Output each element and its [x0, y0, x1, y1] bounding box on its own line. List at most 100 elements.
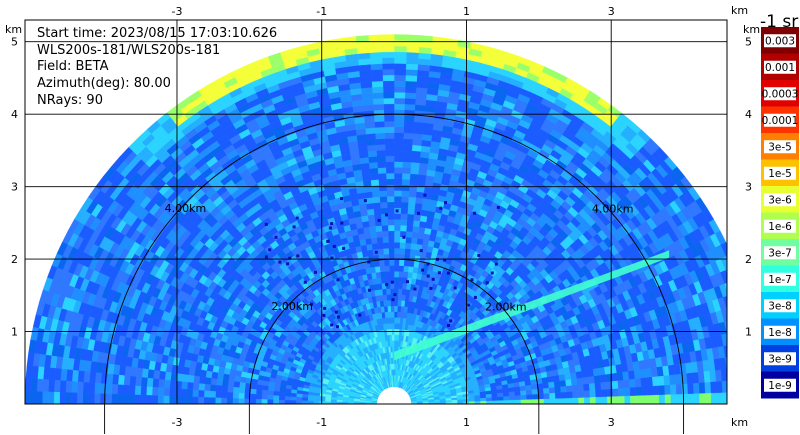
data-cell: [367, 150, 378, 158]
data-cell: [393, 224, 401, 232]
data-cell: [398, 271, 404, 278]
data-cell: [385, 178, 395, 185]
data-cell: [400, 300, 406, 307]
data-cell: [88, 371, 97, 384]
data-cell: [393, 334, 397, 341]
data-cell: [324, 398, 332, 403]
data-cell: [509, 399, 516, 404]
data-cell: [383, 259, 390, 267]
data-cell: [393, 270, 399, 278]
data-cell: [532, 398, 539, 404]
data-cell: [382, 242, 389, 249]
data-cell: [393, 143, 404, 151]
data-cell: [370, 179, 380, 187]
data-cell: [390, 311, 395, 318]
data-cell: [393, 218, 401, 226]
data-cell: [399, 224, 407, 232]
data-cell: [413, 214, 421, 222]
data-cell: [197, 396, 205, 404]
data-cell: [372, 103, 385, 111]
data-cell: [203, 397, 210, 404]
data-cell: [186, 382, 194, 391]
data-cell: [383, 120, 395, 128]
data-cell: [382, 236, 389, 243]
data-cell: [233, 375, 241, 383]
data-cell: [379, 201, 388, 209]
data-cell: [369, 173, 379, 181]
data-cell: [393, 91, 406, 99]
data-cell: [526, 398, 533, 404]
data-cell: [393, 305, 398, 312]
data-cell: [396, 322, 400, 330]
data-cell: [117, 384, 124, 395]
data-cell: [405, 230, 413, 238]
data-cell: [704, 381, 712, 394]
data-cell: [373, 115, 385, 123]
data-cell: [371, 86, 384, 94]
data-cell: [525, 389, 533, 395]
data-cell: [589, 396, 597, 404]
data-cell: [393, 178, 403, 185]
data-cell: [363, 115, 375, 123]
data-cell: [233, 381, 241, 388]
data-cell: [398, 265, 404, 272]
data-cell: [379, 196, 388, 203]
data-cell: [232, 398, 239, 404]
data-cell: [415, 92, 427, 100]
data-cell: [409, 179, 418, 187]
data-cell: [295, 396, 303, 402]
data-cell: [157, 387, 165, 397]
data-cell: [140, 394, 147, 404]
data-cell: [393, 149, 404, 157]
data-cell: [393, 167, 403, 174]
data-cell: [386, 195, 395, 203]
data-cell: [406, 219, 414, 227]
data-cell: [401, 178, 411, 186]
data-cell: [397, 299, 402, 307]
data-cell: [375, 138, 386, 146]
data-cell: [705, 392, 712, 404]
data-cell: [577, 390, 585, 398]
data-cell: [401, 294, 406, 301]
data-cell: [404, 86, 417, 94]
data-cell: [514, 390, 521, 396]
data-cell: [393, 184, 402, 191]
data-cell: [362, 104, 374, 112]
data-cell: [393, 103, 405, 110]
data-cell: [272, 399, 279, 404]
data-cell: [611, 380, 619, 389]
data-cell: [209, 397, 216, 404]
data-cell: [699, 392, 706, 404]
data-cell: [595, 396, 602, 404]
data-cell: [531, 393, 539, 400]
data-cell: [377, 167, 387, 174]
data-cell: [384, 132, 395, 139]
data-cell: [393, 242, 400, 249]
data-cell: [381, 224, 389, 232]
data-cell: [393, 115, 405, 122]
data-cell: [641, 386, 648, 396]
data-cell: [393, 201, 402, 209]
data-cell: [369, 167, 379, 175]
data-cell: [526, 394, 533, 400]
data-cell: [401, 167, 411, 174]
data-cell: [238, 382, 246, 389]
data-cell: [238, 387, 246, 394]
data-cell: [249, 393, 257, 400]
data-cell: [227, 386, 234, 393]
data-cell: [88, 393, 95, 404]
data-cell: [410, 237, 418, 245]
data-cell: [698, 382, 706, 394]
data-cell: [391, 323, 395, 330]
data-cell: [412, 220, 421, 228]
data-cell: [378, 259, 385, 267]
data-cell: [198, 383, 206, 391]
data-cell: [221, 379, 229, 387]
data-cell: [409, 173, 419, 181]
data-cell: [413, 115, 425, 123]
data-cell: [400, 305, 405, 313]
data-cell: [565, 378, 573, 387]
data-cell: [393, 323, 398, 330]
data-cell: [384, 265, 390, 272]
data-cell: [284, 396, 291, 401]
